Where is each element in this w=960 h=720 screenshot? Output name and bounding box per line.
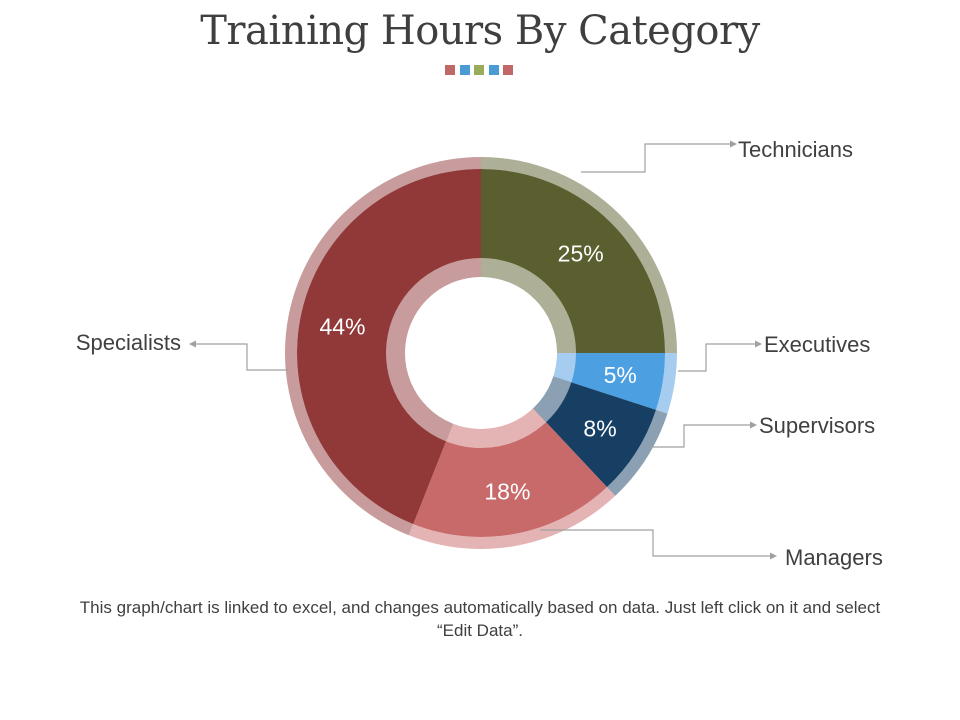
data-label-executives: 5% [604, 362, 637, 388]
category-label-supervisors: Supervisors [759, 413, 875, 438]
category-label-specialists: Specialists [76, 330, 181, 355]
data-label-specialists: 44% [319, 314, 365, 340]
category-label-executives: Executives [764, 332, 870, 357]
slice-technicians[interactable] [481, 169, 665, 353]
category-labels: Technicians Executives Supervisors Managers… [76, 137, 883, 570]
inner-ring-executives [553, 353, 576, 383]
leader-line-technicians [581, 143, 730, 173]
title-square-2 [459, 65, 470, 75]
inner-ring-managers [446, 408, 547, 448]
ring-technicians [481, 157, 677, 353]
slice-executives[interactable] [553, 353, 665, 410]
inner-ring-technicians [481, 258, 576, 353]
inner-rings [386, 258, 576, 448]
title-square-1 [445, 65, 455, 75]
title-square-5 [503, 65, 513, 75]
leader-arrow-specialists [189, 340, 196, 348]
data-label-managers: 18% [484, 479, 530, 505]
leader-line-supervisors [650, 424, 750, 448]
title-decoration [445, 65, 513, 75]
inner-ring-supervisors [533, 376, 572, 423]
data-label-technicians: 25% [558, 240, 604, 266]
ring-managers [408, 487, 616, 550]
leader-line-managers [540, 529, 770, 557]
inner-ring-specialists [386, 258, 481, 442]
ring-executives [655, 353, 677, 414]
data-label-supervisors: 8% [583, 416, 616, 442]
donut-hole [405, 277, 557, 429]
leader-arrow-technicians [730, 140, 737, 148]
ring-supervisors [606, 409, 668, 496]
title-square-3 [474, 65, 484, 75]
title-square-4 [488, 65, 499, 75]
category-label-managers: Managers [785, 545, 883, 570]
leader-line-specialists [196, 343, 288, 371]
footer-note: This graph/chart is linked to excel, and… [79, 598, 881, 640]
leader-arrow-executives [755, 340, 762, 348]
category-label-technicians: Technicians [738, 137, 853, 162]
data-labels: 25% 5% 8% 18% 44% [319, 240, 636, 504]
leader-line-executives [678, 343, 755, 372]
leader-arrow-managers [770, 552, 777, 560]
page-title: Training Hours By Category [200, 8, 760, 54]
slice-supervisors[interactable] [533, 376, 656, 488]
outer-rings [284, 157, 677, 550]
leader-lines [189, 140, 777, 560]
leader-arrow-supervisors [750, 421, 757, 429]
